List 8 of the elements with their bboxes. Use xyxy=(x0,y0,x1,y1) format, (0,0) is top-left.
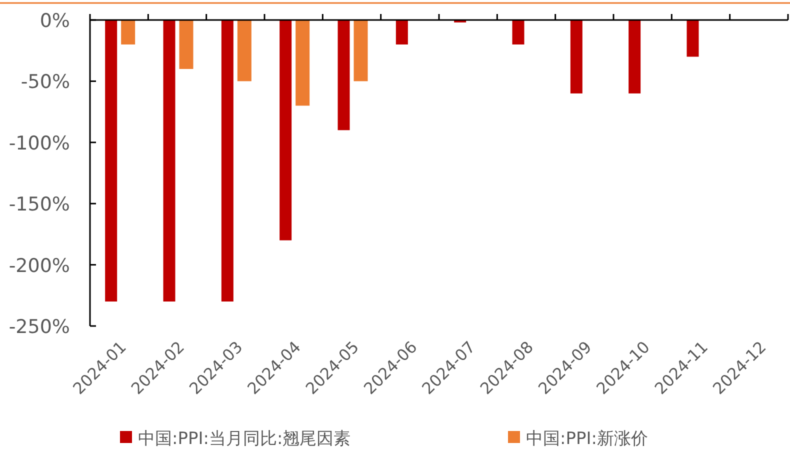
y-tick-label: -150% xyxy=(8,194,70,216)
y-tick-label: -50% xyxy=(20,71,70,94)
legend-label: 中国:PPI:新涨价 xyxy=(526,429,648,449)
y-tick-label: 0% xyxy=(40,10,70,32)
y-tick-label: -200% xyxy=(8,254,70,277)
legend-label: 中国:PPI:当月同比:翘尾因素 xyxy=(138,429,351,449)
y-tick-label: -250% xyxy=(8,316,70,338)
y-tick-label: -100% xyxy=(8,132,70,154)
